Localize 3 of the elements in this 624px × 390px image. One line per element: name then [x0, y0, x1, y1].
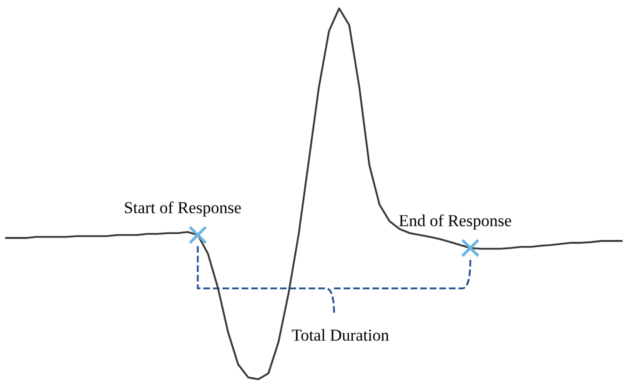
annotation: End of Response	[399, 214, 512, 230]
annotation: Total Duration	[292, 329, 389, 341]
annotation: Start of Response	[124, 201, 241, 217]
